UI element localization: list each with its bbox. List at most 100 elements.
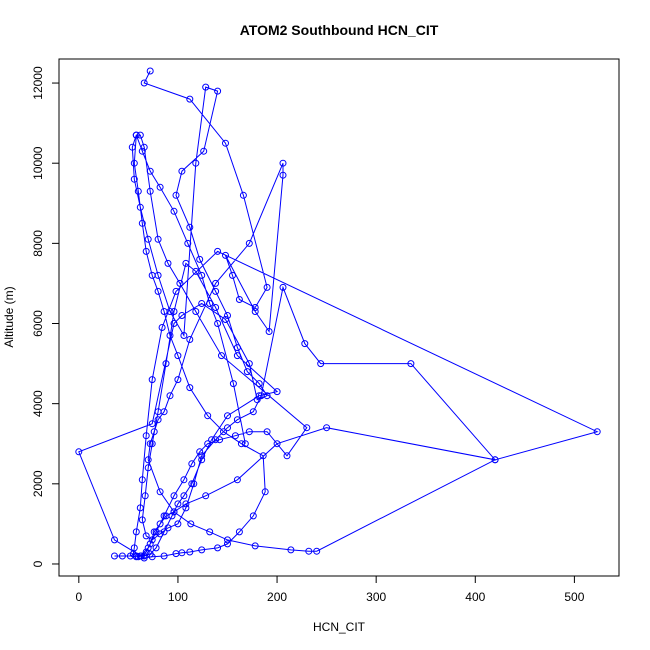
data-point xyxy=(212,436,220,444)
data-point xyxy=(150,428,158,436)
data-point xyxy=(75,448,83,456)
data-point xyxy=(180,332,188,339)
data-point xyxy=(140,79,148,87)
x-tick-label: 200 xyxy=(267,590,287,604)
data-point xyxy=(186,95,194,103)
data-point xyxy=(214,247,222,255)
data-point xyxy=(111,536,118,544)
data-point xyxy=(148,440,156,448)
data-point xyxy=(241,440,249,448)
data-point xyxy=(279,171,287,179)
chart-title: ATOM2 Southbound HCN_CIT xyxy=(240,22,439,38)
data-point xyxy=(243,368,251,376)
data-point xyxy=(273,388,281,396)
data-point xyxy=(245,428,253,436)
data-point xyxy=(317,360,325,368)
data-point xyxy=(212,279,220,287)
data-point xyxy=(249,408,257,416)
data-point xyxy=(138,476,146,484)
data-point xyxy=(222,139,229,147)
data-point xyxy=(164,259,172,267)
data-point xyxy=(142,548,150,556)
data-point xyxy=(251,542,259,550)
data-point xyxy=(279,283,287,291)
data-point xyxy=(132,131,140,139)
y-tick-label: 6000 xyxy=(31,310,45,337)
data-point xyxy=(144,544,152,552)
data-point xyxy=(141,492,149,500)
data-point xyxy=(235,528,243,536)
data-point xyxy=(192,267,200,275)
data-point xyxy=(146,540,154,548)
data-point xyxy=(208,436,216,444)
data-point xyxy=(249,512,257,520)
data-point xyxy=(136,552,144,560)
points-layer xyxy=(75,67,601,562)
data-point xyxy=(132,553,140,561)
data-point xyxy=(407,360,415,368)
data-point xyxy=(231,432,239,440)
data-point xyxy=(196,255,204,263)
data-point xyxy=(178,549,186,557)
series-layer xyxy=(78,70,599,559)
data-point xyxy=(174,500,182,508)
data-point xyxy=(180,476,188,484)
data-point xyxy=(166,332,174,339)
data-point xyxy=(190,480,198,488)
data-point xyxy=(136,131,144,139)
data-point xyxy=(148,420,156,428)
data-point xyxy=(233,344,241,352)
data-point xyxy=(255,380,263,388)
data-point xyxy=(138,516,146,524)
data-point xyxy=(186,336,194,343)
data-point xyxy=(188,480,196,488)
data-point xyxy=(142,532,150,540)
data-point xyxy=(222,251,229,259)
data-point xyxy=(214,544,222,552)
data-point xyxy=(148,376,156,384)
data-point xyxy=(178,167,186,175)
data-point xyxy=(146,167,154,175)
data-point xyxy=(166,392,174,400)
x-tick-label: 0 xyxy=(75,590,82,604)
data-point xyxy=(233,352,241,360)
data-point xyxy=(184,239,192,247)
data-point xyxy=(206,300,214,307)
data-point xyxy=(237,440,245,448)
data-point xyxy=(140,554,148,562)
data-point xyxy=(156,183,164,191)
data-point xyxy=(182,500,190,508)
data-point xyxy=(178,312,186,319)
data-point xyxy=(273,440,281,448)
data-point xyxy=(192,308,200,315)
data-point xyxy=(216,436,224,444)
data-point xyxy=(188,460,196,468)
data-point xyxy=(198,546,206,554)
data-point xyxy=(154,287,162,295)
data-point xyxy=(156,488,164,496)
series-line xyxy=(78,70,599,559)
data-point xyxy=(224,424,231,432)
data-point xyxy=(138,219,146,227)
data-point xyxy=(212,287,220,295)
data-point xyxy=(136,504,144,512)
data-point xyxy=(214,87,222,95)
data-point xyxy=(263,392,271,400)
data-point xyxy=(140,143,148,151)
data-point xyxy=(130,159,138,167)
data-point xyxy=(239,191,247,199)
data-point xyxy=(160,552,168,560)
data-point xyxy=(265,328,273,335)
data-point xyxy=(162,360,170,368)
data-point xyxy=(146,67,154,75)
x-axis-label: HCN_CIT xyxy=(313,620,366,634)
data-point xyxy=(233,416,241,424)
data-point xyxy=(134,187,142,195)
data-point xyxy=(154,408,162,416)
y-tick-label: 12000 xyxy=(31,66,45,100)
data-point xyxy=(224,536,231,544)
y-tick-label: 8000 xyxy=(31,230,45,257)
data-point xyxy=(303,424,311,432)
data-point xyxy=(144,456,152,464)
data-point xyxy=(224,312,231,319)
